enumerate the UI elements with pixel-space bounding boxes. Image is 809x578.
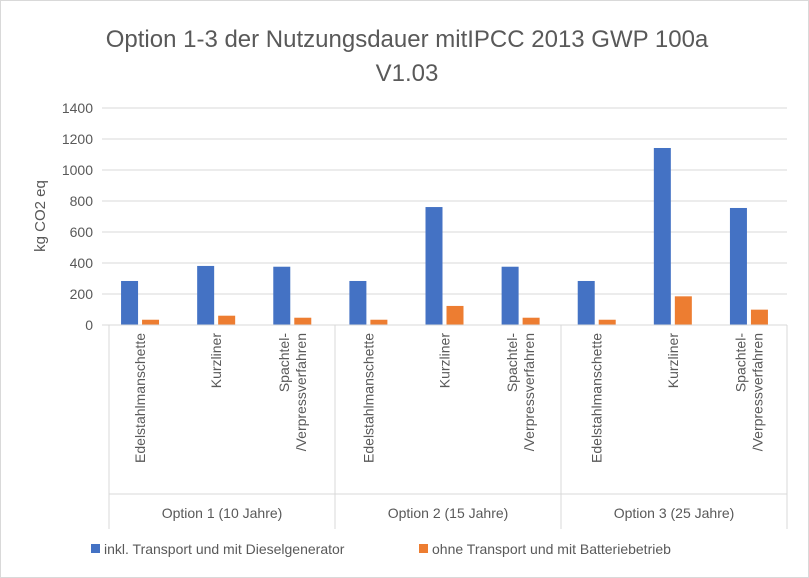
bar-battery (370, 319, 388, 325)
y-tick-label: 1200 (62, 131, 93, 147)
category-label: Edelstahlmanschette (360, 333, 376, 463)
bar-diesel (273, 266, 291, 325)
bar-battery (142, 319, 160, 325)
legend-label: ohne Transport und mit Batteriebetrieb (432, 541, 671, 557)
y-tick-label: 1400 (62, 100, 93, 116)
legend-swatch (419, 544, 428, 553)
y-tick-label: 200 (70, 286, 94, 302)
bar-diesel (425, 207, 443, 325)
bar-diesel (729, 207, 747, 325)
group-label: Option 2 (15 Jahre) (388, 505, 509, 521)
y-tick-label: 400 (70, 255, 94, 271)
category-label: /Verpressverfahren (749, 333, 765, 451)
legend-swatch (91, 544, 100, 553)
bar-diesel (653, 147, 671, 325)
category-label: /Verpressverfahren (293, 333, 309, 451)
y-tick-label: 800 (70, 193, 94, 209)
bar-battery (522, 317, 540, 325)
bar-battery (294, 317, 312, 325)
group-label: Option 1 (10 Jahre) (162, 505, 283, 521)
bar-battery (750, 309, 768, 325)
y-tick-label: 0 (85, 317, 93, 333)
category-label: Spachtel- (732, 333, 748, 392)
category-label: Spachtel- (504, 333, 520, 392)
bar-battery (218, 315, 236, 325)
y-tick-label: 1000 (62, 162, 93, 178)
category-label: Kurzliner (665, 333, 681, 389)
category-label: Kurzliner (208, 333, 224, 389)
bar-diesel (349, 280, 367, 325)
bar-diesel (197, 265, 215, 325)
y-tick-label: 600 (70, 224, 94, 240)
chart-title-line2: V1.03 (376, 60, 439, 87)
legend-label: inkl. Transport und mit Dieselgenerator (104, 541, 345, 557)
bar-battery (598, 319, 616, 325)
bar-diesel (501, 266, 519, 325)
bar-battery (446, 305, 464, 325)
chart-title: Option 1-3 der Nutzungsdauer mitIPCC 201… (106, 26, 709, 53)
bar-diesel (577, 280, 595, 325)
category-label: Edelstahlmanschette (132, 333, 148, 463)
y-axis-label: kg CO2 eq (32, 180, 49, 252)
category-label: Spachtel- (276, 333, 292, 392)
category-label: Edelstahlmanschette (589, 333, 605, 463)
group-label: Option 3 (25 Jahre) (614, 505, 735, 521)
bar-diesel (121, 280, 139, 325)
category-label: /Verpressverfahren (521, 333, 537, 451)
category-label: Kurzliner (437, 333, 453, 389)
bar-battery (674, 296, 692, 325)
